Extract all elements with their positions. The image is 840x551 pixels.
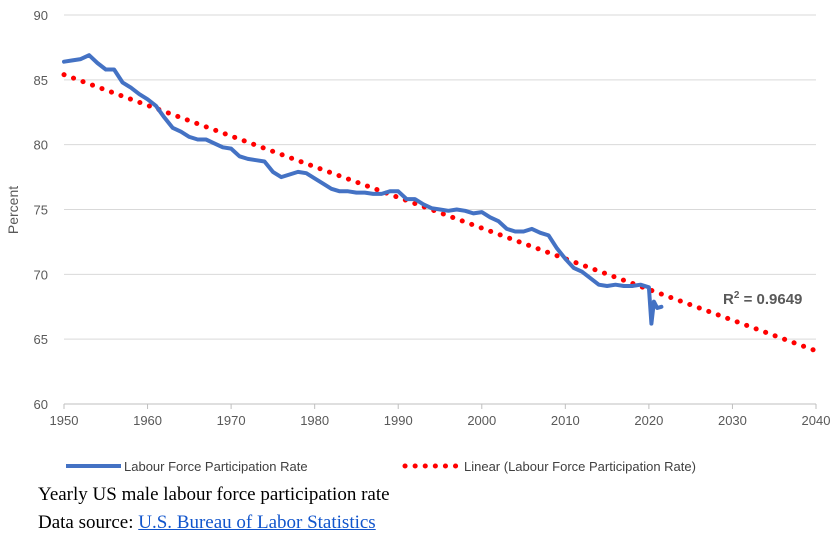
y-axis-ticks: 60 65 70 75 80 85 90 [34, 8, 48, 412]
r-squared-r: R [723, 291, 734, 308]
caption-source: Data source: U.S. Bureau of Labor Statis… [38, 512, 376, 534]
y-tick-label-90: 90 [34, 8, 48, 23]
x-axis-ticks: 1950 1960 1970 1980 1990 2000 2010 2020 2030 2040 [50, 404, 831, 428]
caption-source-prefix: Data source: [38, 512, 139, 533]
y-tick-label-70: 70 [34, 267, 48, 282]
y-tick-label-65: 65 [34, 332, 48, 347]
labour-force-chart: 60 65 70 75 80 85 90 1950 1960 1970 1980 1990 2000 2… [5, 8, 831, 474]
legend-label-linear: Linear (Labour Force Participation Rate) [464, 459, 696, 474]
x-tick-label-1980: 1980 [300, 413, 329, 428]
bls-source-link[interactable]: U.S. Bureau of Labor Statistics [138, 512, 376, 533]
x-tick-label-2010: 2010 [551, 413, 580, 428]
x-tick-label-1950: 1950 [50, 413, 79, 428]
y-tick-label-85: 85 [34, 73, 48, 88]
legend-label-participation: Labour Force Participation Rate [124, 459, 308, 474]
y-tick-label-60: 60 [34, 397, 48, 412]
x-tick-label-1960: 1960 [133, 413, 162, 428]
gridlines [64, 14, 816, 405]
r-squared-exponent: 2 [734, 290, 740, 301]
y-tick-label-80: 80 [34, 138, 48, 153]
r-squared-annotation: R2 = 0.9649 [723, 290, 802, 308]
y-axis-label: Percent [5, 186, 21, 234]
x-tick-label-2030: 2030 [718, 413, 747, 428]
x-tick-label-2020: 2020 [634, 413, 663, 428]
series-line-participation-rate [62, 53, 664, 326]
legend: Labour Force Participation Rate Linear (… [66, 459, 696, 474]
y-tick-label-75: 75 [34, 203, 48, 218]
r-squared-value: = 0.9649 [739, 291, 802, 308]
caption-title: Yearly US male labour force participatio… [38, 484, 390, 505]
x-tick-label-1990: 1990 [384, 413, 413, 428]
x-tick-label-1970: 1970 [217, 413, 246, 428]
series-line-linear-trend [61, 72, 819, 354]
x-tick-label-2000: 2000 [467, 413, 496, 428]
x-tick-label-2040: 2040 [802, 413, 831, 428]
series-lines [61, 53, 819, 354]
